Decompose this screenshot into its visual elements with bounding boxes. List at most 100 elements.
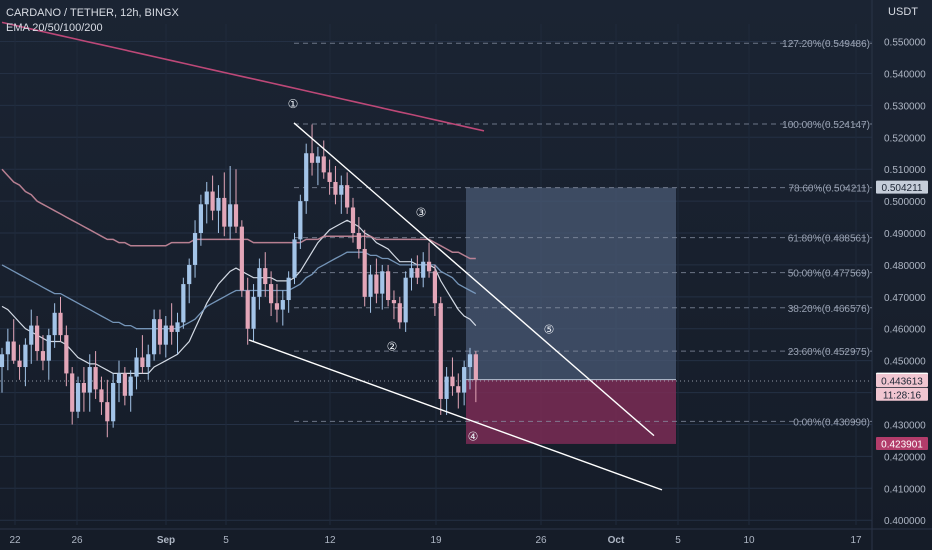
candle-body: [321, 156, 326, 173]
candle-body: [87, 367, 92, 393]
wedge-upper-line: [293, 122, 655, 437]
candle-body: [181, 284, 186, 323]
x-tick-label: 19: [430, 535, 442, 546]
candle-body: [438, 303, 443, 399]
y-tick-label: 0.400000: [884, 516, 926, 527]
candle-body: [421, 261, 426, 278]
candle-body: [163, 325, 168, 345]
target-zone: [466, 187, 676, 380]
x-tick-label: 26: [535, 535, 547, 546]
candle-body: [350, 207, 356, 234]
candle-body: [450, 376, 455, 387]
candle-body: [356, 233, 361, 249]
candle-body: [309, 153, 315, 163]
candle-body: [140, 357, 145, 368]
candle-body: [263, 268, 268, 285]
candle-body: [403, 277, 408, 323]
candle-body: [105, 402, 110, 422]
wave-label: ④: [468, 430, 479, 444]
candle-body: [245, 290, 250, 329]
y-tick-label: 0.530000: [884, 101, 926, 112]
price-tag-target: [876, 180, 928, 194]
fib-level-label: 23.60%(0.452975): [788, 347, 870, 358]
fib-level-label: 127.20%(0.549486): [782, 39, 870, 50]
candle-body: [374, 274, 379, 294]
y-tick-label: 0.490000: [884, 229, 926, 240]
wave-label: ⑤: [544, 322, 555, 336]
candle-body: [29, 325, 34, 345]
candle-body: [327, 172, 332, 182]
y-tick-label: 0.480000: [884, 261, 926, 272]
wedge-lower-line: [248, 339, 663, 491]
candle-body: [286, 277, 291, 301]
candle-body: [444, 376, 449, 399]
price-tag-label: 0.443613: [881, 377, 923, 388]
candle-body: [5, 341, 10, 355]
x-tick-label: 17: [850, 535, 862, 546]
price-tag-stop: [876, 436, 928, 450]
price-tag-label: 11:28:16: [883, 390, 922, 401]
candle-body: [35, 325, 40, 352]
candle-body: [426, 261, 432, 272]
indicator-label[interactable]: EMA 20/50/100/200: [6, 22, 103, 34]
candle-body: [146, 354, 151, 368]
candle-body: [233, 204, 239, 227]
candle-body: [368, 274, 373, 297]
fib-level-label: 50.00%(0.477569): [788, 269, 870, 280]
candle-body: [81, 382, 86, 393]
candle-body: [222, 197, 227, 227]
y-tick-label: 0.540000: [884, 69, 926, 80]
x-tick-label: 26: [71, 535, 83, 546]
candle-body: [257, 268, 262, 297]
fib-level-label: 78.60%(0.504211): [788, 184, 870, 195]
candle-body: [0, 354, 5, 368]
candle-body: [17, 360, 22, 368]
candle-body: [198, 204, 203, 234]
candle-body: [58, 312, 63, 336]
candle-body: [228, 204, 233, 227]
candle-body: [269, 284, 274, 304]
candle-body: [432, 271, 437, 304]
symbol-title[interactable]: CARDANO / TETHER, 12h, BINGX: [6, 7, 179, 19]
price-tag-last: [876, 374, 928, 388]
candle-body: [169, 325, 174, 332]
candle-body: [192, 233, 198, 265]
candle-body: [462, 367, 467, 393]
candle-body: [315, 156, 320, 163]
ema-line-ema200: [1, 21, 485, 132]
ema-line-ema20: [1, 219, 477, 374]
candle-body: [152, 319, 157, 355]
candle-body: [23, 344, 28, 368]
candle-body: [239, 226, 244, 291]
candle-body: [304, 153, 309, 202]
candle-body: [274, 303, 280, 310]
candle-body: [345, 185, 350, 208]
y-tick-label: 0.500000: [884, 197, 926, 208]
candle-body: [187, 264, 192, 285]
price-tag-last: [876, 387, 928, 401]
wave-label: ③: [416, 205, 427, 219]
fib-level-label: 38.20%(0.466576): [788, 304, 870, 315]
candle-body: [11, 341, 16, 361]
x-tick-label: 5: [675, 535, 681, 546]
candle-body: [128, 376, 133, 396]
chart-legend: CARDANO / TETHER, 12h, BINGX EMA 20/50/1…: [6, 6, 179, 36]
candle-body: [386, 271, 391, 301]
candle-body: [134, 357, 139, 377]
candle-body: [116, 373, 122, 383]
x-tick-label: Oct: [608, 535, 625, 546]
candle-body: [40, 351, 46, 361]
fib-level-label: 100.00%(0.524147): [782, 120, 870, 131]
candle-body: [157, 319, 163, 345]
fib-level-label: 61.80%(0.488561): [788, 234, 870, 245]
y-tick-label: 0.410000: [884, 484, 926, 495]
wave-label: ②: [387, 339, 398, 353]
candle-body: [70, 373, 75, 412]
y-tick-label: 0.430000: [884, 420, 926, 431]
candle-body: [473, 354, 478, 380]
candle-body: [456, 386, 461, 393]
wave-label: ①: [288, 97, 299, 111]
x-tick-label: 10: [743, 535, 755, 546]
candle-body: [75, 382, 81, 412]
